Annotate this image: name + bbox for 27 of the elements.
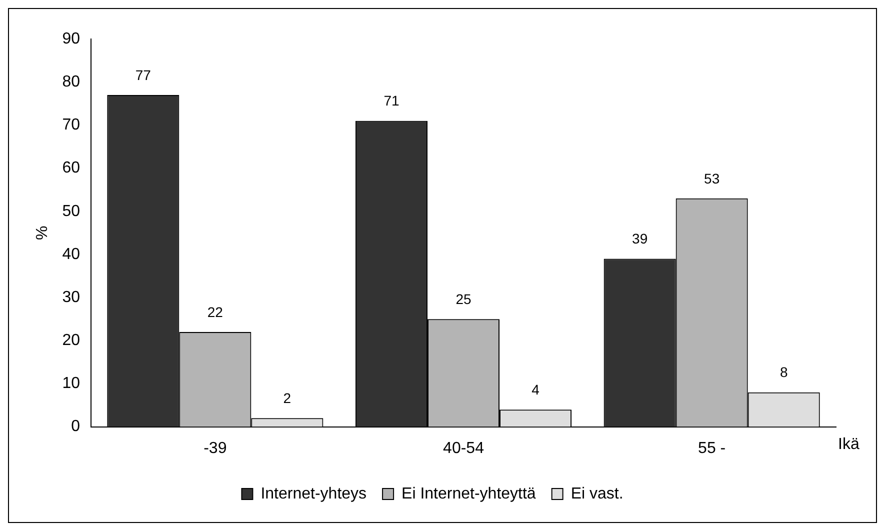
data-label: 4	[532, 381, 540, 398]
data-label: 53	[704, 170, 720, 186]
y-tick-label: 40	[62, 246, 80, 263]
y-tick-label: 0	[71, 418, 80, 436]
legend-label: Ei Internet-yhteyttä	[402, 485, 536, 502]
data-label: 71	[384, 92, 400, 109]
y-tick-label: 90	[62, 30, 80, 48]
y-tick-label: 70	[62, 116, 80, 134]
data-label: 39	[632, 230, 648, 247]
legend-label: Internet-yhteys	[260, 485, 367, 502]
y-tick-label: 80	[62, 73, 80, 90]
data-label: 2	[283, 390, 292, 406]
x-tick-label: 40-54	[443, 440, 484, 457]
x-tick-label: 55 -	[698, 440, 726, 457]
data-label: 25	[456, 290, 472, 307]
y-tick-label: 10	[62, 375, 80, 392]
y-axis-title: %	[34, 226, 52, 240]
y-tick-label: 30	[62, 288, 80, 306]
data-label: 77	[135, 66, 152, 83]
y-tick-label: 50	[62, 202, 80, 220]
data-label: 8	[780, 364, 788, 380]
y-tick-label: 20	[62, 332, 80, 350]
x-axis-title: Ikä	[838, 436, 860, 454]
y-tick-label: 60	[62, 160, 80, 177]
x-tick-label: -39	[204, 440, 227, 457]
data-label: 22	[207, 304, 224, 320]
legend-label: Ei vast.	[570, 485, 624, 502]
